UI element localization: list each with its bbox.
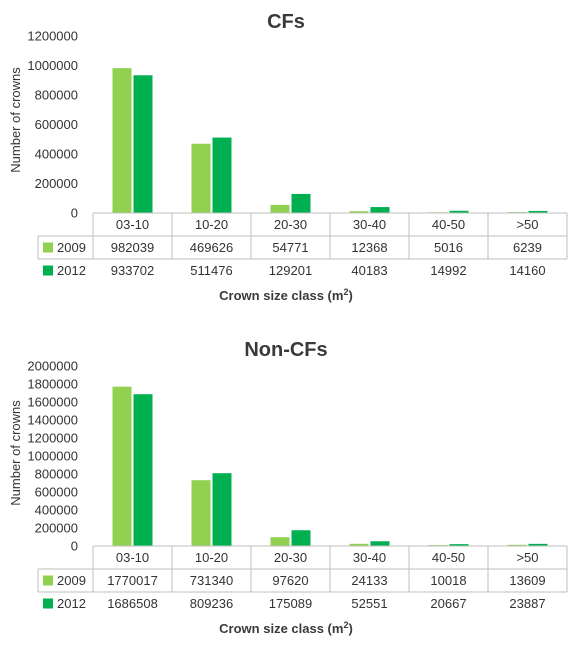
legend-label: 2009: [57, 240, 86, 255]
data-label: 52551: [351, 596, 387, 611]
bar-2012: [291, 530, 311, 546]
data-label: 97620: [272, 573, 308, 588]
category-label: 20-30: [274, 550, 307, 565]
legend-label: 2009: [57, 573, 86, 588]
data-label: 5016: [434, 240, 463, 255]
category-label: >50: [516, 550, 538, 565]
y-tick-label: 600000: [35, 485, 78, 500]
y-tick-label: 800000: [35, 88, 78, 103]
legend-label: 2012: [57, 596, 86, 611]
bar-2012: [528, 210, 548, 213]
bar-2009: [112, 68, 132, 213]
data-label: 469626: [190, 240, 233, 255]
category-label: 03-10: [116, 217, 149, 232]
data-label: 14160: [509, 263, 545, 278]
bar-2012: [133, 394, 153, 546]
data-label: 10018: [430, 573, 466, 588]
bar-2012: [133, 75, 153, 213]
chart-0: CFs Number of crowns 0 200000 400000 600000 80…: [8, 11, 568, 303]
bar-2009: [349, 211, 369, 213]
y-tick-label: 400000: [35, 503, 78, 518]
bar-2012: [370, 541, 390, 546]
bar-2012: [212, 473, 232, 546]
data-label: 933702: [111, 263, 154, 278]
y-tick-label: 2000000: [27, 359, 78, 374]
bar-2009: [191, 480, 211, 546]
bar-2012: [212, 137, 232, 213]
data-label: 13609: [509, 573, 545, 588]
bar-2012: [291, 193, 311, 213]
y-tick-label: 200000: [35, 176, 78, 191]
y-tick-label: 1600000: [27, 395, 78, 410]
bar-2012: [449, 210, 469, 213]
y-tick-label: 1800000: [27, 377, 78, 392]
category-label: 30-40: [353, 550, 386, 565]
y-tick-label: 0: [71, 539, 78, 554]
data-label: 20667: [430, 596, 466, 611]
category-label: 10-20: [195, 550, 228, 565]
y-tick-label: 200000: [35, 521, 78, 536]
data-label: 12368: [351, 240, 387, 255]
category-label: 03-10: [116, 550, 149, 565]
legend-key-2009: [43, 242, 53, 253]
legend-key-2012: [43, 598, 53, 609]
legend-key-2009: [43, 575, 53, 586]
data-label: 982039: [111, 240, 154, 255]
bar-2009: [270, 204, 290, 213]
y-tick-label: 1200000: [27, 431, 78, 446]
y-tick-label: 1200000: [27, 29, 78, 44]
category-label: 10-20: [195, 217, 228, 232]
legend-label: 2012: [57, 263, 86, 278]
data-label: 129201: [269, 263, 312, 278]
bar-2009: [270, 537, 290, 546]
chart-1: Non-CFs Number of crowns 0 200000 400000 6000…: [8, 339, 568, 636]
y-tick-label: 0: [71, 206, 78, 221]
data-label: 175089: [269, 596, 312, 611]
bar-2009: [349, 543, 369, 546]
y-tick-label: 1000000: [27, 449, 78, 464]
data-label: 731340: [190, 573, 233, 588]
bar-2009: [112, 386, 132, 546]
category-label: 40-50: [432, 217, 465, 232]
data-label: 14992: [430, 263, 466, 278]
y-tick-label: 1000000: [27, 58, 78, 73]
data-label: 809236: [190, 596, 233, 611]
data-label: 511476: [190, 263, 232, 278]
bar-2009: [507, 544, 527, 546]
y-tick-label: 600000: [35, 117, 78, 132]
data-label: 54771: [272, 240, 308, 255]
y-tick-label: 400000: [35, 147, 78, 162]
bar-2012: [370, 207, 390, 213]
data-label: 24133: [351, 573, 387, 588]
category-label: 40-50: [432, 550, 465, 565]
data-label: 23887: [509, 596, 545, 611]
y-tick-label: 1400000: [27, 413, 78, 428]
category-label: 20-30: [274, 217, 307, 232]
bar-2009: [191, 143, 211, 213]
legend-key-2012: [43, 265, 53, 276]
data-label: 40183: [351, 263, 387, 278]
y-axis-label: Number of crowns: [8, 400, 23, 506]
category-label: >50: [516, 217, 538, 232]
y-axis-label: Number of crowns: [8, 67, 23, 173]
data-label: 6239: [513, 240, 542, 255]
y-tick-label: 800000: [35, 467, 78, 482]
data-label: 1686508: [107, 596, 158, 611]
x-axis-label: Crown size class (m2): [219, 620, 353, 636]
chart-title: CFs: [267, 11, 305, 33]
chart-title: Non-CFs: [244, 339, 327, 361]
x-axis-label: Crown size class (m2): [219, 287, 353, 303]
category-label: 30-40: [353, 217, 386, 232]
bar-2012: [449, 544, 469, 546]
bar-2012: [528, 543, 548, 546]
data-label: 1770017: [107, 573, 158, 588]
